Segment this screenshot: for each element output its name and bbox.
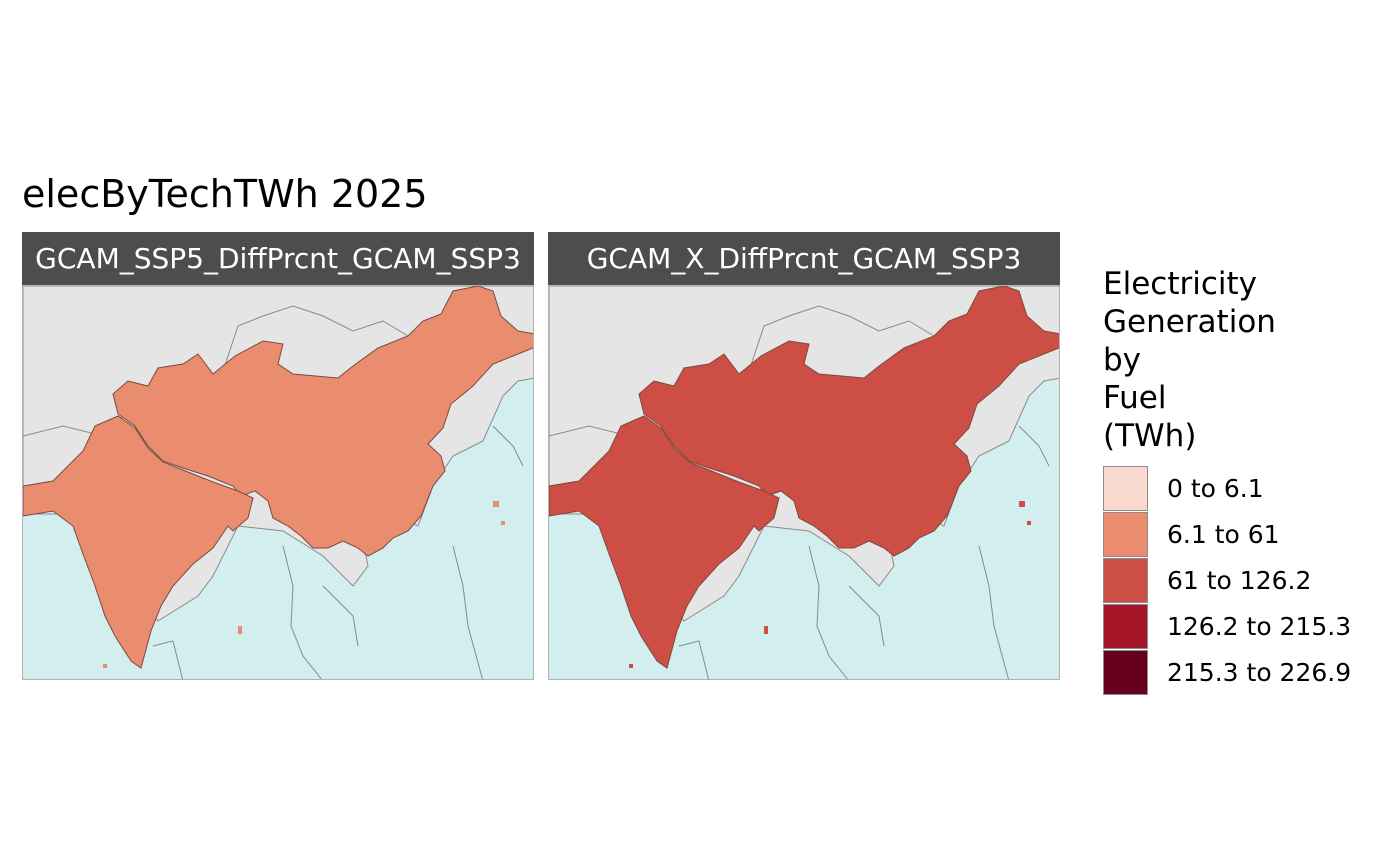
- island: [103, 664, 107, 668]
- legend-swatch: [1103, 512, 1148, 557]
- legend-swatch: [1103, 558, 1148, 603]
- country-border: [678, 640, 710, 679]
- map-area: [22, 285, 534, 680]
- island: [764, 626, 768, 634]
- legend-title: Electricity Generation by Fuel (TWh): [1103, 265, 1276, 455]
- legend-label: 0 to 6.1: [1167, 474, 1264, 503]
- country-border: [322, 585, 359, 647]
- legend-label: 6.1 to 61: [1167, 520, 1280, 549]
- island: [1019, 501, 1025, 507]
- legend-swatch: [1103, 650, 1148, 695]
- country-border: [808, 545, 849, 679]
- island: [501, 521, 505, 525]
- legend: Electricity Generation by Fuel (TWh) 0 t…: [1103, 265, 1351, 695]
- ocean: [549, 378, 1059, 679]
- legend-swatch: [1103, 466, 1148, 511]
- island: [629, 664, 633, 668]
- legend-label: 126.2 to 215.3: [1167, 612, 1352, 641]
- legend-title-line: by: [1103, 342, 1142, 378]
- country-border: [492, 425, 524, 467]
- facet-label: GCAM_X_DiffPrcnt_GCAM_SSP3: [586, 242, 1022, 275]
- country-border: [748, 305, 935, 372]
- map-panel-x: GCAM_X_DiffPrcnt_GCAM_SSP3: [548, 232, 1060, 680]
- ocean: [23, 378, 533, 679]
- map-svg: [23, 286, 533, 679]
- country-border: [282, 545, 323, 679]
- country-border: [452, 545, 483, 679]
- country-border: [978, 545, 1009, 679]
- region-india: [23, 415, 254, 669]
- legend-label: 61 to 126.2: [1167, 566, 1312, 595]
- legend-swatch: [1103, 604, 1148, 649]
- legend-title-line: Electricity: [1103, 266, 1257, 302]
- region-china: [638, 286, 1059, 557]
- facet-label: GCAM_SSP5_DiffPrcnt_GCAM_SSP3: [35, 242, 521, 275]
- country-border: [152, 640, 184, 679]
- facet-strip: GCAM_SSP5_DiffPrcnt_GCAM_SSP3: [22, 232, 534, 285]
- legend-title-line: (TWh): [1103, 418, 1197, 454]
- chart-title: elecByTechTWh 2025: [22, 172, 428, 216]
- island: [238, 626, 242, 634]
- country-border: [1018, 425, 1050, 467]
- map-area: [548, 285, 1060, 680]
- island: [1027, 521, 1031, 525]
- map-svg: [549, 286, 1059, 679]
- island: [493, 501, 499, 507]
- region-india: [549, 415, 780, 669]
- country-border: [222, 305, 409, 372]
- legend-title-line: Generation: [1103, 304, 1276, 340]
- legend-title-line: Fuel: [1103, 380, 1167, 416]
- region-china: [112, 286, 533, 557]
- country-border: [848, 585, 885, 647]
- map-panel-ssp5: GCAM_SSP5_DiffPrcnt_GCAM_SSP3: [22, 232, 534, 680]
- facet-strip: GCAM_X_DiffPrcnt_GCAM_SSP3: [548, 232, 1060, 285]
- legend-label: 215.3 to 226.9: [1167, 658, 1352, 687]
